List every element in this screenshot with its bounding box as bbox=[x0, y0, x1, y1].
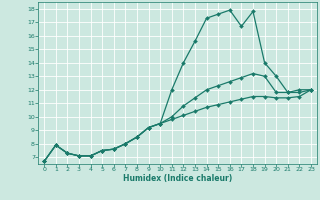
X-axis label: Humidex (Indice chaleur): Humidex (Indice chaleur) bbox=[123, 174, 232, 183]
